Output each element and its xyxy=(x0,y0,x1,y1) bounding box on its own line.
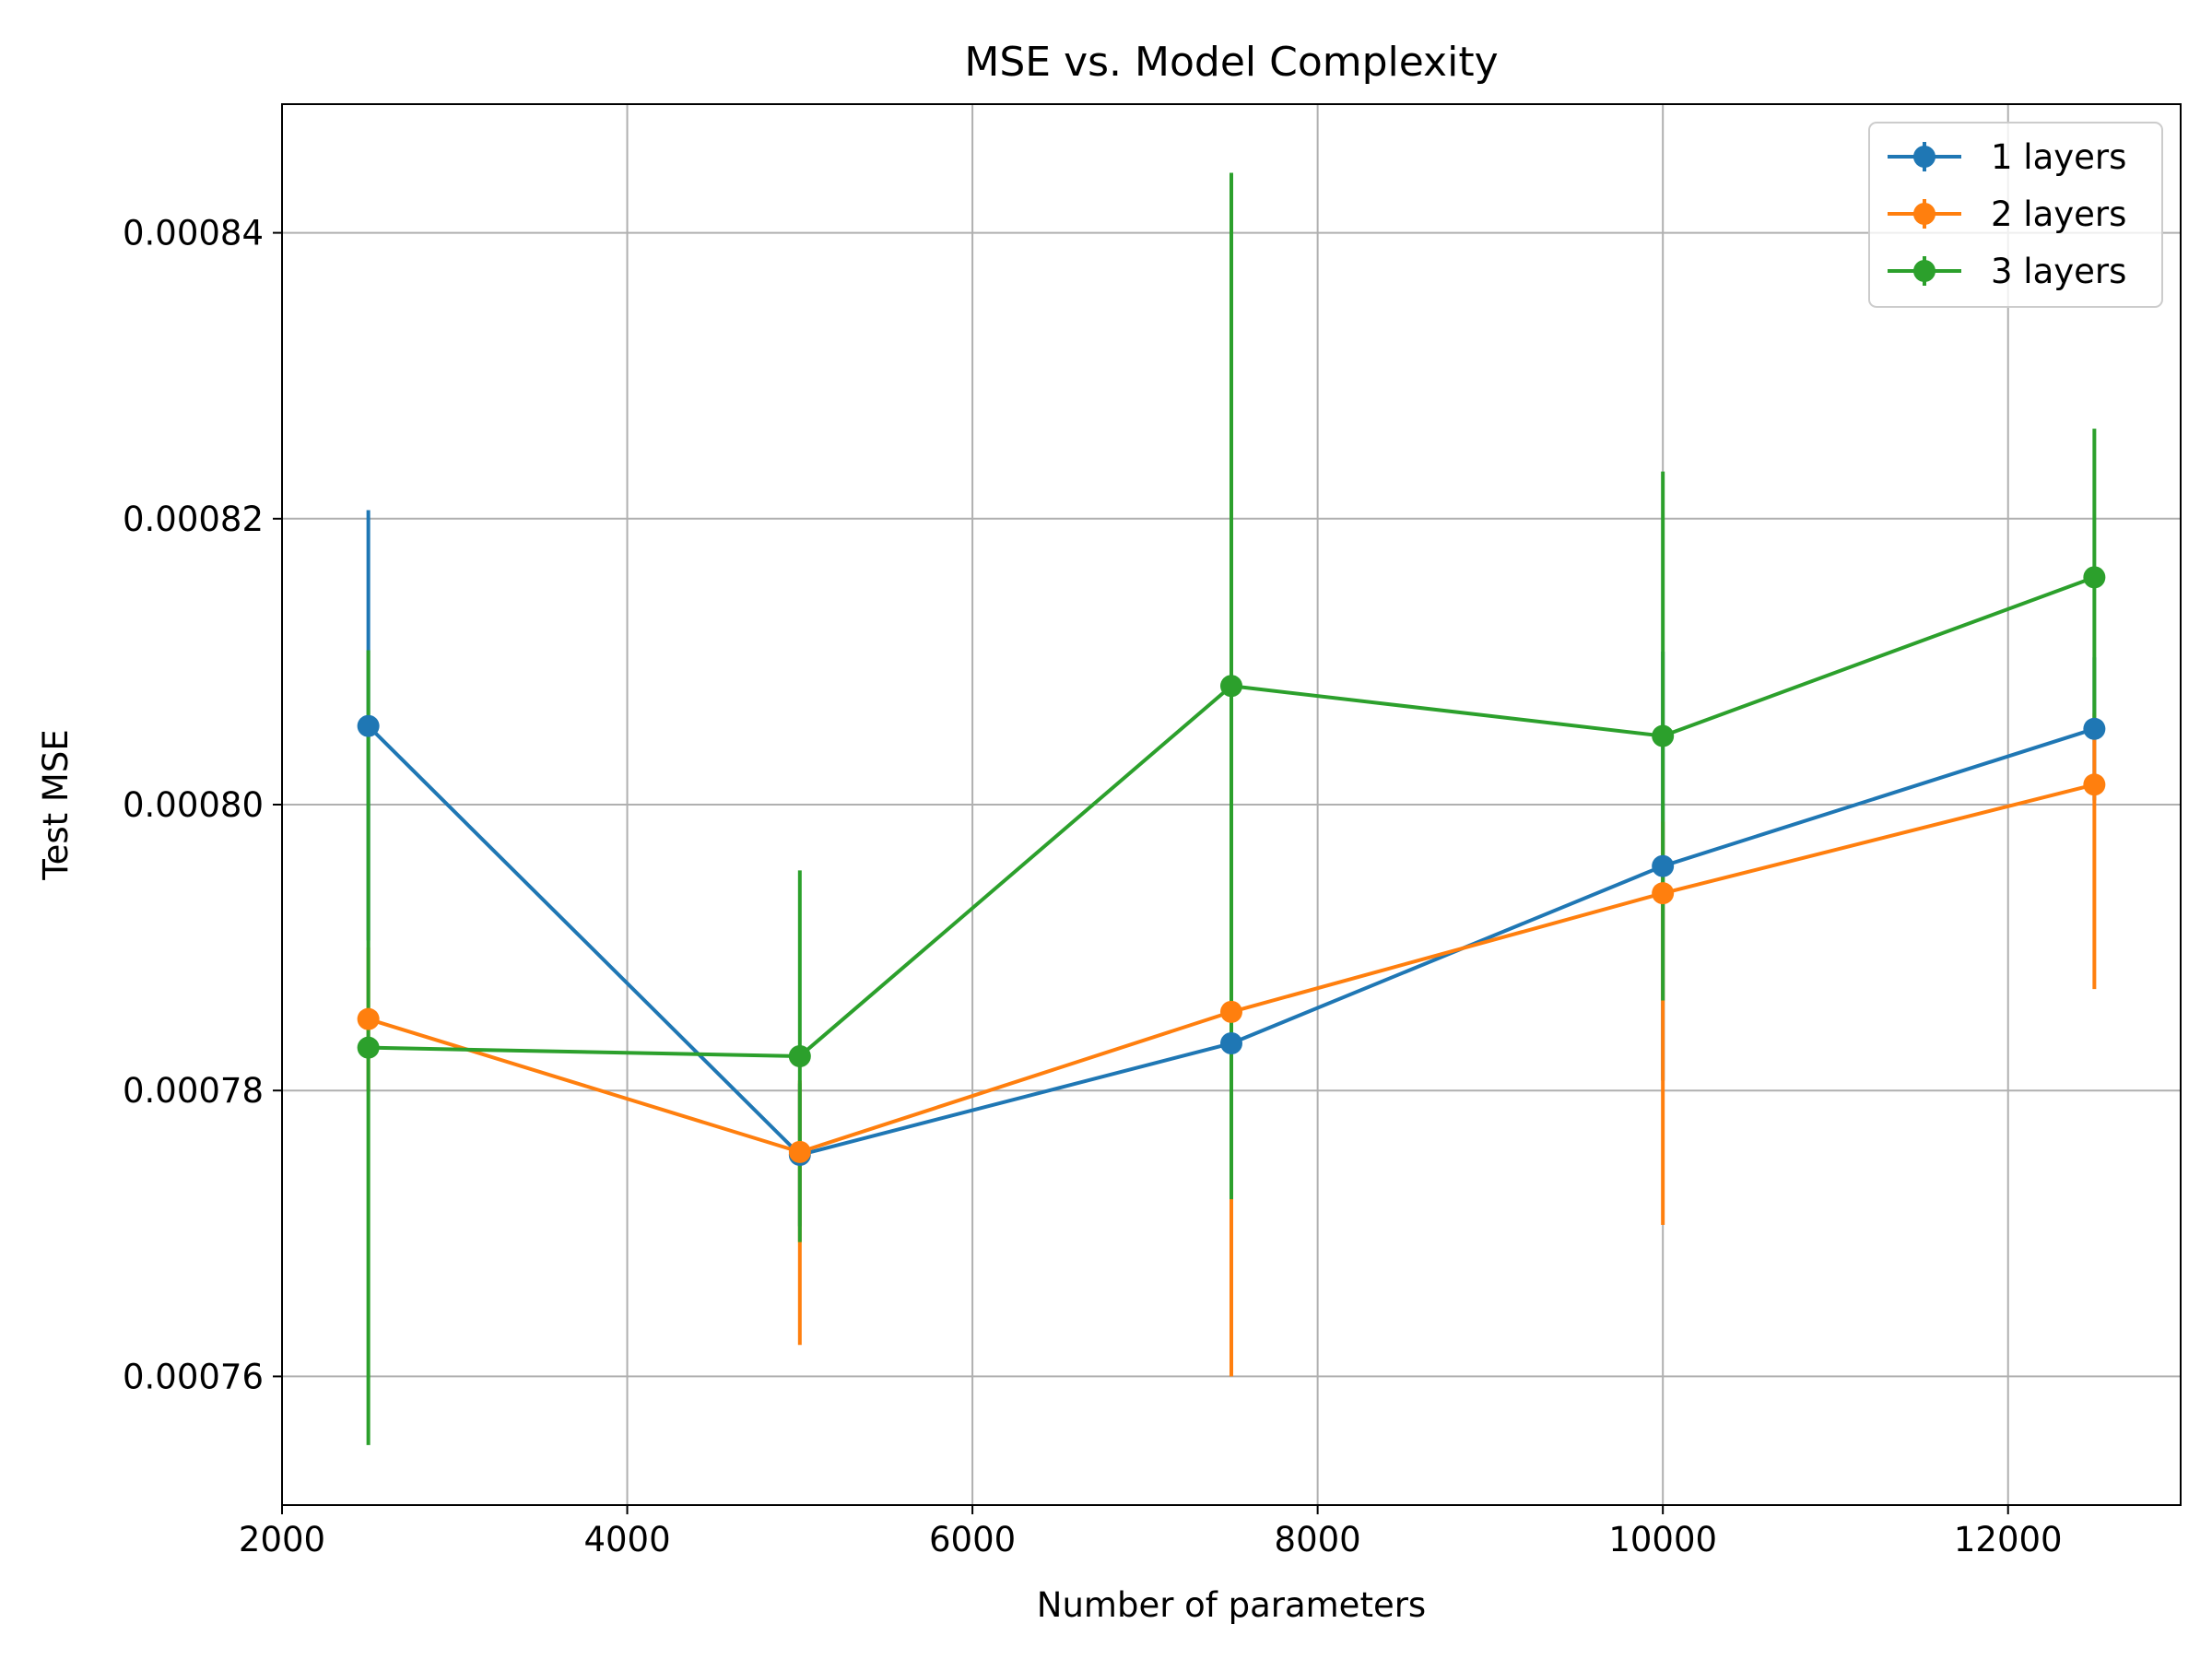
data-point-series-3 xyxy=(1652,724,1675,747)
y-axis-label: Test MSE xyxy=(36,729,76,880)
data-point-series-3 xyxy=(1220,675,1242,698)
y-axis-ticks: 0.00076 0.00078 0.00080 0.00082 0.00084 xyxy=(123,214,282,1396)
data-point-series-1 xyxy=(357,714,380,737)
data-point-series-2 xyxy=(357,1007,380,1030)
data-point-series-3 xyxy=(357,1036,380,1059)
legend-marker-2 xyxy=(1913,203,1936,225)
legend-label-1: 1 layers xyxy=(1991,137,2126,177)
y-tick-label: 0.00084 xyxy=(123,214,264,253)
legend: 1 layers 2 layers 3 layers xyxy=(1868,122,2163,308)
y-tick-label: 0.00078 xyxy=(123,1071,264,1111)
x-tick-label: 10000 xyxy=(1608,1520,1717,1559)
series-markers xyxy=(357,566,2106,1166)
legend-label-3: 3 layers xyxy=(1991,252,2126,291)
x-axis-label: Number of parameters xyxy=(1037,1585,1426,1625)
data-point-series-1 xyxy=(1652,854,1675,877)
data-point-series-3 xyxy=(2083,566,2106,589)
data-point-series-1 xyxy=(2083,717,2106,740)
x-axis-ticks: 2000 4000 6000 8000 10000 12000 xyxy=(239,1505,2063,1559)
data-point-series-2 xyxy=(1652,882,1675,905)
x-tick-label: 6000 xyxy=(929,1520,1016,1559)
x-tick-label: 2000 xyxy=(239,1520,325,1559)
data-point-series-2 xyxy=(1220,1000,1242,1023)
legend-frame xyxy=(1868,122,2163,308)
data-point-series-2 xyxy=(2083,773,2106,796)
y-tick-label: 0.00082 xyxy=(123,500,264,539)
x-tick-label: 8000 xyxy=(1275,1520,1361,1559)
data-point-series-2 xyxy=(788,1140,811,1163)
legend-marker-1 xyxy=(1913,146,1936,168)
y-tick-label: 0.00080 xyxy=(123,785,264,825)
data-point-series-1 xyxy=(1220,1032,1242,1055)
x-tick-label: 12000 xyxy=(1954,1520,2063,1559)
y-tick-label: 0.00076 xyxy=(123,1357,264,1396)
legend-label-2: 2 layers xyxy=(1991,194,2126,234)
legend-marker-3 xyxy=(1913,260,1936,282)
chart-title: MSE vs. Model Complexity xyxy=(964,39,1498,86)
x-tick-label: 4000 xyxy=(583,1520,670,1559)
data-point-series-3 xyxy=(788,1044,811,1067)
